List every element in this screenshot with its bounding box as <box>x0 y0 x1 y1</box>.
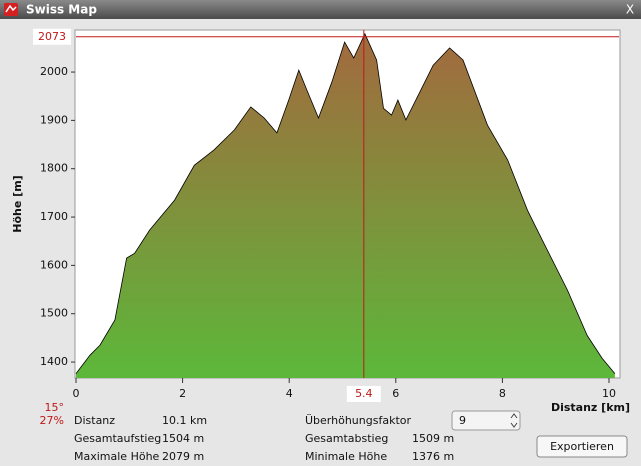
x-tick-label: 2 <box>179 387 186 400</box>
slope-degrees: 15° <box>45 401 65 414</box>
factor-value: 9 <box>459 414 466 427</box>
profile-area <box>76 33 615 379</box>
elevation-marker-box <box>33 28 71 45</box>
info-text: Überhöhungsfaktor <box>305 414 411 427</box>
distance-marker-label: 5.4 <box>355 387 373 400</box>
x-axis-label: Distanz [km] <box>551 401 630 414</box>
y-tick-label: 1500 <box>40 307 68 320</box>
x-tick-label: 6 <box>392 387 399 400</box>
x-tick-label: 8 <box>499 387 506 400</box>
y-tick-label: 1400 <box>40 355 68 368</box>
slope-percent: 27% <box>40 414 64 427</box>
window-title: Swiss Map <box>26 3 97 17</box>
close-button[interactable]: X <box>626 3 634 17</box>
x-tick-label: 0 <box>73 387 80 400</box>
y-tick-label: 1700 <box>40 210 68 223</box>
export-label: Exportieren <box>550 440 614 453</box>
export-button[interactable] <box>536 435 628 458</box>
info-text: Minimale Höhe <box>305 450 387 463</box>
info-text: Distanz <box>74 414 115 427</box>
info-text: Gesamtabstieg <box>305 432 388 445</box>
info-text: 1504 m <box>162 432 204 445</box>
y-axis-label: Höhe [m] <box>11 175 24 232</box>
info-text: 1376 m <box>412 450 454 463</box>
info-text: 2079 m <box>162 450 204 463</box>
distance-marker-box <box>346 386 381 402</box>
x-tick-label: 10 <box>602 387 616 400</box>
y-tick-label: 1900 <box>40 113 68 126</box>
info-text: Maximale Höhe <box>74 450 160 463</box>
select-arrows <box>510 413 518 428</box>
x-tick-label: 4 <box>286 387 293 400</box>
app-icon-glyph <box>5 4 17 13</box>
info-text: 10.1 km <box>162 414 207 427</box>
info-text: 1509 m <box>412 432 454 445</box>
profile-line <box>75 32 616 374</box>
factor-select[interactable] <box>451 410 521 431</box>
y-tick-label: 2000 <box>40 65 68 78</box>
app-icon <box>4 3 18 16</box>
elevation-marker-label: 2073 <box>38 30 66 43</box>
title-bar <box>0 0 641 19</box>
y-tick-label: 1600 <box>40 258 68 271</box>
info-text: Gesamtaufstieg <box>74 432 161 445</box>
y-tick-label: 1800 <box>40 162 68 175</box>
